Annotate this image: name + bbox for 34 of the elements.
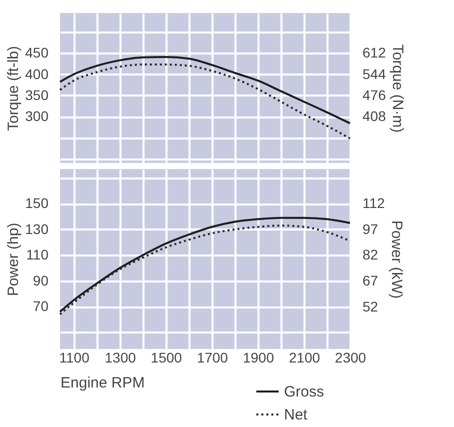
y-axis-title: Torque (ft-lb) [5, 46, 22, 132]
y2-axis-title: Torque (N·m) [388, 44, 406, 133]
x-tick-label: 1500 [150, 350, 182, 366]
y2-tick-label: 112 [362, 194, 386, 211]
y2-tick-label: 97 [362, 220, 378, 237]
y-axis-title: Power (hp) [5, 222, 22, 296]
x-tick-label: 1300 [104, 350, 136, 366]
y-tick-label: 450 [25, 44, 49, 61]
y-tick-label: 110 [26, 246, 49, 263]
x-tick-label: 1900 [242, 350, 274, 366]
y-tick-label: 300 [25, 108, 49, 124]
y2-tick-label: 476 [362, 86, 386, 103]
y-tick-label: 70 [32, 298, 49, 314]
x-axis-title: Engine RPM [60, 374, 145, 392]
y2-tick-label: 82 [362, 246, 378, 263]
x-tick-label: 2100 [288, 350, 320, 366]
y2-tick-label: 612 [362, 44, 386, 61]
y-tick-label: 150 [25, 195, 49, 212]
x-tick-label: 2300 [334, 350, 366, 366]
legend-label: Net [284, 406, 308, 424]
y-tick-label: 90 [32, 272, 49, 288]
y-tick-label: 130 [25, 220, 49, 237]
y2-axis-title: Power (kW) [388, 220, 405, 299]
y2-tick-label: 544 [362, 66, 386, 82]
legend-label: Gross [284, 384, 324, 400]
line-series [59, 64, 351, 140]
x-tick-label: 1100 [59, 350, 90, 366]
y2-tick-label: 67 [362, 272, 378, 289]
y2-tick-label: 52 [362, 298, 378, 314]
y-tick-label: 400 [25, 66, 49, 82]
y2-tick-label: 408 [362, 108, 386, 124]
line-series [59, 56, 351, 124]
y-tick-label: 350 [25, 86, 49, 103]
x-tick-label: 1700 [196, 350, 228, 366]
